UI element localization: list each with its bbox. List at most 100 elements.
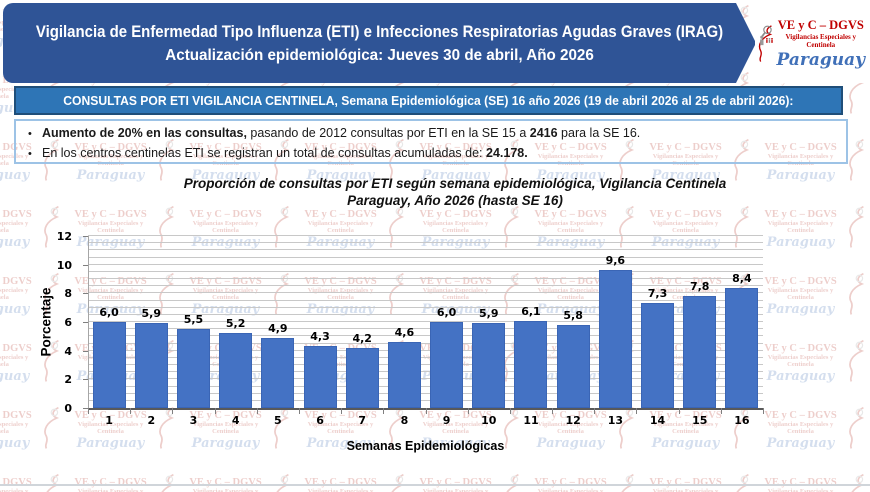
bar-se-3 [176,329,210,408]
gridline [88,342,763,344]
bar-se-7 [345,347,379,408]
bar-se-4 [219,333,253,408]
logo-country: Paraguay [776,49,865,70]
section-banner: CONSULTAS POR ETI VIGILANCIA CENTINELA, … [14,86,843,115]
x-tick-mark [552,408,554,414]
gridline [88,299,763,301]
chart-title-line2: Paraguay, Año 2026 (hasta SE 16) [347,193,563,208]
logo-acronym: VE y C – DGVS [777,17,864,32]
gridline [88,285,763,287]
gridline [88,278,763,279]
bar-value-label: 4,9 [268,321,288,335]
bullet-text-segment: 24.178. [486,146,528,160]
bar-value-label: 4,6 [394,326,415,340]
x-tick-mark [636,408,638,414]
y-tick-mark [83,236,88,237]
y-tick-mark [83,379,88,381]
gridline [88,328,763,330]
y-tick-label: 6 [64,316,72,329]
x-tick-mark [509,408,511,414]
report-subtitle: Actualización epidemiológica: Jueves 30 … [165,46,594,64]
gridline [88,292,763,294]
x-tick-mark [341,408,343,414]
gridline [88,306,763,308]
logo-text-block: VE y C – DGVS Vigilancias Especiales y C… [777,18,865,70]
y-tick-label: 12 [56,230,72,243]
x-tick-mark [256,408,258,414]
gridline [88,242,763,244]
chart-title-line1: Proporción de consultas por ETI según se… [183,176,727,191]
x-tick-label: 6 [316,414,324,427]
bar-value-label: 6,0 [436,306,457,319]
bar-value-label: 6,1 [521,304,541,318]
x-tick-label: 1 [105,414,113,427]
watermark-squiggle-icon [851,473,865,492]
x-tick-label: 9 [442,414,451,427]
bar-value-label: 5,5 [183,313,204,327]
bullet-text-segment: para la SE 16. [557,126,641,140]
footer-divider [0,484,870,486]
highlights-box: • Aumento de 20% en las consultas, pasand… [14,119,848,164]
x-tick-label: 5 [274,414,282,427]
x-tick-label: 16 [734,414,750,427]
gridline [88,356,763,358]
x-tick-label: 4 [231,414,240,427]
x-tick-mark [678,408,680,414]
bar-se-2 [134,323,168,408]
x-tick-label: 3 [189,414,198,427]
bar-chart: Porcentaje 0 2 4 6 8 10 12 Semanas Epidemiológ… [0,215,870,465]
logo-subtitle-line1: Vigilancias Especiales y [785,32,857,41]
bar-se-12 [556,324,590,408]
x-tick-label: 14 [649,414,666,427]
gridline [88,378,763,380]
y-tick-mark [83,350,88,352]
bullet-text-segment: Aumento de 20% en las consultas, [42,126,247,140]
bar-value-label: 5,2 [225,317,246,331]
plot-area [88,235,763,408]
logo-panel: VE y C – DGVS Vigilancias Especiales y C… [755,4,865,83]
x-axis-title: Semanas Epidemiológicas [346,439,505,453]
bullet-text-segment: pasando de 2012 consultas por ETI en la … [246,126,530,140]
section-banner-text: CONSULTAS POR ETI VIGILANCIA CENTINELA, … [63,93,794,108]
bar-se-5 [261,337,295,408]
gridline [88,392,763,394]
x-tick-mark [130,408,132,414]
bar-se-10 [472,323,506,408]
bullet-text-segment: 2416 [529,126,558,140]
watermark-squiggle-icon [276,473,290,492]
y-axis: 0 2 4 6 8 10 12 [48,230,82,415]
x-tick-mark [172,408,174,414]
bar-value-label: 6,0 [99,306,119,319]
gridline [88,399,763,401]
bar-se-11 [514,320,548,408]
bar-value-label: 7,3 [647,287,668,301]
bar-value-label: 8,4 [732,271,752,285]
y-tick-label: 8 [64,287,72,301]
x-tick-mark [467,408,469,414]
chart-title: Proporción de consultas por ETI según se… [105,175,805,209]
gridline [88,270,763,272]
x-tick-mark [425,408,427,414]
highlight-bullet: • Aumento de 20% en las consultas, pasand… [28,124,836,144]
x-tick-label: 13 [607,414,623,427]
y-axis-line [88,236,89,408]
x-tick-label: 12 [565,414,581,427]
bar-value-label: 5,9 [479,307,499,321]
gridline [88,385,763,387]
gridline [88,249,763,251]
y-tick-label: 4 [64,344,72,358]
gridline [88,371,763,373]
bar-value-label: 9,6 [605,254,626,268]
x-tick-mark [298,408,300,414]
report-title: Vigilancia de Enfermedad Tipo Influenza … [35,21,724,41]
x-tick-mark [88,408,89,414]
gridline [88,235,763,236]
x-tick-label: 11 [523,414,539,427]
bar-value-label: 5,8 [563,308,583,322]
